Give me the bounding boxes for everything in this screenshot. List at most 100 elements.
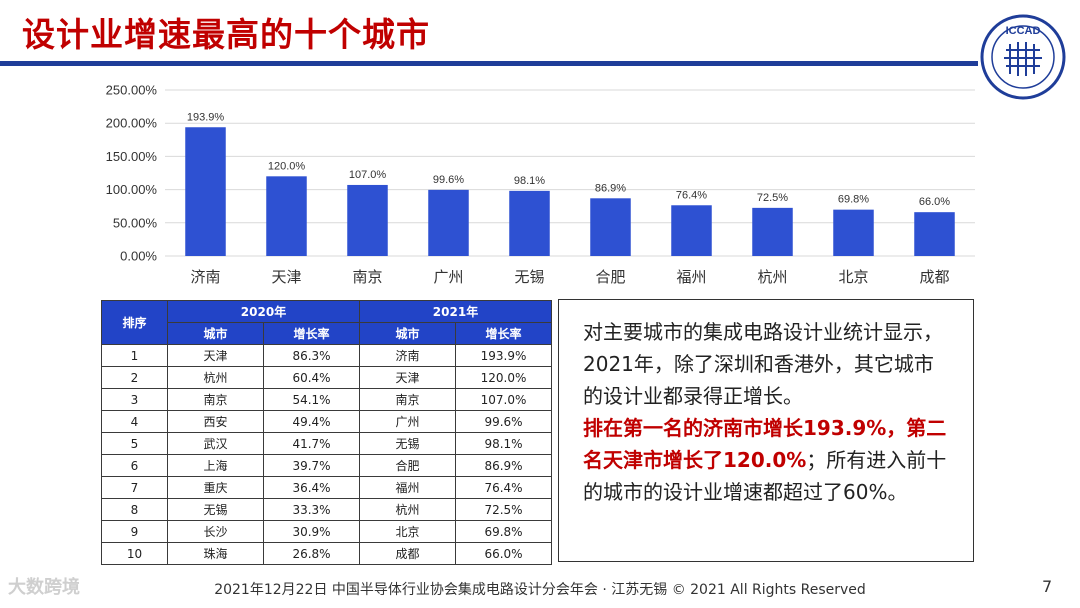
city-2021-cell: 无锡 — [359, 432, 456, 455]
x-tick-label: 广州 — [433, 268, 463, 286]
rank-cell: 2 — [101, 366, 168, 389]
city-2021-cell: 济南 — [359, 344, 456, 367]
growth-2021-cell: 69.8% — [455, 520, 552, 543]
table-row: 8 无锡 33.3% 杭州 72.5% — [101, 498, 552, 521]
growth-2020-cell: 41.7% — [263, 432, 360, 455]
data-label: 72.5% — [757, 192, 788, 204]
summary-highlight: 排在第一名的济南市增长193.9%，第二名天津市增长了120.0% — [583, 416, 947, 472]
city-2020-cell: 武汉 — [167, 432, 264, 455]
ranking-table-body: 1 天津 86.3% 济南 193.9% 2 杭州 60.4% 天津 120.0% 3 南京 54.1%… — [101, 344, 552, 565]
x-tick-label: 福州 — [676, 268, 706, 286]
bar — [590, 198, 631, 256]
table-row: 7 重庆 36.4% 福州 76.4% — [101, 476, 552, 499]
x-tick-label: 杭州 — [757, 268, 787, 286]
x-tick-label: 天津 — [271, 268, 301, 286]
ranking-table: 排序 2020年 2021年 城市 增长率 城市 增长率 1 天津 86.3% 济南 1… — [101, 300, 552, 565]
growth-2020-cell: 54.1% — [263, 388, 360, 411]
rank-cell: 7 — [101, 476, 168, 499]
bar — [752, 207, 793, 256]
growth-2021-cell: 72.5% — [455, 498, 552, 521]
data-label: 66.0% — [919, 196, 950, 208]
watermark: 大数跨境 — [8, 577, 80, 598]
table-row: 3 南京 54.1% 南京 107.0% — [101, 388, 552, 411]
growth-2021-cell: 193.9% — [455, 344, 552, 367]
city-2020-header: 城市 — [167, 322, 264, 345]
data-label: 76.4% — [676, 189, 707, 201]
y-tick-label: 50.00% — [113, 215, 158, 230]
y-tick-label: 250.00% — [106, 83, 158, 98]
summary-text-box: 对主要城市的集成电路设计业统计显示，2021年，除了深圳和香港外，其它城市的设计… — [558, 299, 974, 562]
city-2020-cell: 杭州 — [167, 366, 264, 389]
city-2020-cell: 珠海 — [167, 542, 264, 565]
y-tick-label: 200.00% — [106, 116, 158, 131]
y-tick-label: 150.00% — [106, 149, 158, 164]
city-2021-cell: 北京 — [359, 520, 456, 543]
rank-cell: 3 — [101, 388, 168, 411]
x-tick-label: 南京 — [352, 268, 382, 286]
city-2020-cell: 无锡 — [167, 498, 264, 521]
growth-2020-cell: 86.3% — [263, 344, 360, 367]
growth-2020-cell: 33.3% — [263, 498, 360, 521]
data-label: 99.6% — [433, 174, 464, 186]
growth-2021-cell: 99.6% — [455, 410, 552, 433]
growth-2020-cell: 26.8% — [263, 542, 360, 565]
growth-2021-header: 增长率 — [455, 322, 552, 345]
growth-2020-cell: 49.4% — [263, 410, 360, 433]
growth-2020-cell: 30.9% — [263, 520, 360, 543]
group-2021-header: 2021年 — [359, 300, 552, 323]
y-tick-label: 0.00% — [120, 249, 157, 264]
city-2021-cell: 福州 — [359, 476, 456, 499]
rank-header: 排序 — [101, 300, 168, 345]
city-2021-cell: 天津 — [359, 366, 456, 389]
slide-title: 设计业增速最高的十个城市 — [22, 15, 430, 54]
growth-2021-cell: 107.0% — [455, 388, 552, 411]
rank-cell: 10 — [101, 542, 168, 565]
bar — [185, 127, 226, 256]
x-tick-label: 合肥 — [595, 268, 625, 286]
y-tick-label: 100.00% — [106, 182, 158, 197]
bar — [833, 209, 874, 256]
rank-cell: 8 — [101, 498, 168, 521]
table-row: 6 上海 39.7% 合肥 86.9% — [101, 454, 552, 477]
data-label: 107.0% — [349, 169, 387, 181]
x-tick-label: 成都 — [919, 268, 949, 286]
x-tick-label: 北京 — [838, 268, 868, 286]
growth-2021-cell: 66.0% — [455, 542, 552, 565]
table-row: 2 杭州 60.4% 天津 120.0% — [101, 366, 552, 389]
city-2021-cell: 南京 — [359, 388, 456, 411]
data-label: 193.9% — [187, 111, 225, 123]
rank-cell: 5 — [101, 432, 168, 455]
city-2021-cell: 合肥 — [359, 454, 456, 477]
growth-2020-cell: 39.7% — [263, 454, 360, 477]
summary-text-end: ；所有进入前十的城市的设计业增速都超过了60%。 — [583, 448, 947, 504]
bar — [266, 176, 307, 256]
city-2020-cell: 南京 — [167, 388, 264, 411]
x-tick-label: 济南 — [190, 268, 220, 286]
iccad-logo: ICCAD — [980, 14, 1066, 100]
growth-2021-cell: 86.9% — [455, 454, 552, 477]
data-label: 120.0% — [268, 160, 306, 172]
title-underline — [0, 61, 978, 66]
bar — [671, 205, 712, 256]
rank-cell: 4 — [101, 410, 168, 433]
growth-2021-cell: 98.1% — [455, 432, 552, 455]
data-label: 98.1% — [514, 175, 545, 187]
growth-2020-header: 增长率 — [263, 322, 360, 345]
group-2020-header: 2020年 — [167, 300, 360, 323]
x-tick-label: 无锡 — [514, 268, 544, 286]
bar — [914, 212, 955, 256]
city-2021-header: 城市 — [359, 322, 456, 345]
growth-bar-chart: 0.00% 50.00% 100.00% 150.00% 200.00% 250.00% 1… — [106, 83, 975, 286]
growth-2021-cell: 76.4% — [455, 476, 552, 499]
table-row: 4 西安 49.4% 广州 99.6% — [101, 410, 552, 433]
city-2021-cell: 杭州 — [359, 498, 456, 521]
data-label: 69.8% — [838, 194, 869, 206]
table-row: 9 长沙 30.9% 北京 69.8% — [101, 520, 552, 543]
rank-cell: 6 — [101, 454, 168, 477]
table-row: 10 珠海 26.8% 成都 66.0% — [101, 542, 552, 565]
table-row: 5 武汉 41.7% 无锡 98.1% — [101, 432, 552, 455]
city-2021-cell: 广州 — [359, 410, 456, 433]
bar — [509, 190, 550, 256]
data-label: 86.9% — [595, 182, 626, 194]
growth-2020-cell: 60.4% — [263, 366, 360, 389]
